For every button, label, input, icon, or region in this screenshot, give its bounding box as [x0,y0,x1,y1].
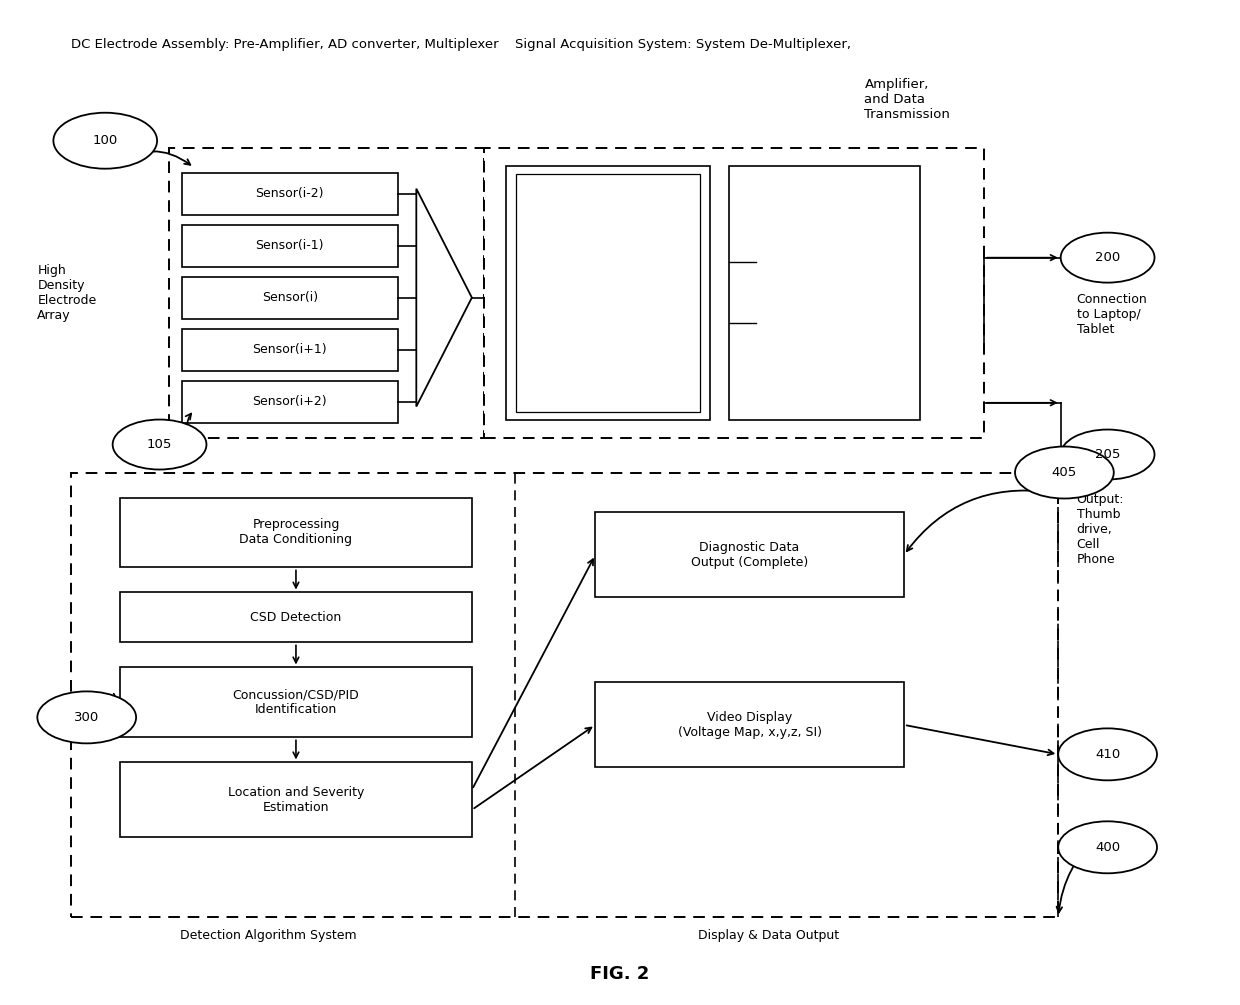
Text: Location and Severity
Estimation: Location and Severity Estimation [228,786,365,814]
Text: Sensor(i-2): Sensor(i-2) [255,187,324,200]
Text: 100: 100 [93,135,118,147]
Text: Signal Acquisition System: System De-Multiplexer,: Signal Acquisition System: System De-Mul… [515,38,851,51]
Text: DC Electrode Assembly: Pre-Amplifier, AD converter, Multiplexer: DC Electrode Assembly: Pre-Amplifier, AD… [71,38,498,51]
Text: Sensor(i+1): Sensor(i+1) [253,343,327,356]
Ellipse shape [53,113,157,169]
Text: 400: 400 [1095,841,1120,854]
Text: CSD Detection: CSD Detection [250,611,341,624]
FancyBboxPatch shape [506,166,711,419]
Text: Video Display
(Voltage Map, x,y,z, SI): Video Display (Voltage Map, x,y,z, SI) [677,711,822,739]
FancyBboxPatch shape [595,682,904,768]
Text: Concussion/CSD/PID
Identification: Concussion/CSD/PID Identification [233,688,360,717]
FancyBboxPatch shape [182,276,398,319]
Text: FIG. 2: FIG. 2 [590,965,650,983]
FancyBboxPatch shape [120,497,472,568]
FancyBboxPatch shape [182,329,398,371]
Text: Diagnostic Data
Output (Complete): Diagnostic Data Output (Complete) [691,541,808,569]
Ellipse shape [1058,729,1157,780]
FancyBboxPatch shape [182,173,398,215]
Text: Output:
Thumb
drive,
Cell
Phone: Output: Thumb drive, Cell Phone [1076,492,1125,566]
FancyBboxPatch shape [170,148,484,437]
Ellipse shape [113,419,207,469]
FancyBboxPatch shape [516,174,701,412]
FancyBboxPatch shape [182,381,398,422]
FancyBboxPatch shape [120,593,472,642]
FancyBboxPatch shape [71,472,1058,918]
Text: Sensor(i-1): Sensor(i-1) [255,239,324,252]
Text: 205: 205 [1095,448,1120,461]
FancyBboxPatch shape [120,667,472,738]
FancyBboxPatch shape [729,166,920,419]
Text: High
Density
Electrode
Array: High Density Electrode Array [37,263,97,322]
Text: Amplifier,
and Data
Transmission: Amplifier, and Data Transmission [864,77,950,121]
Ellipse shape [1060,232,1154,282]
FancyBboxPatch shape [120,763,472,837]
Text: 200: 200 [1095,251,1120,264]
Text: 405: 405 [1052,466,1078,479]
Ellipse shape [37,691,136,744]
FancyBboxPatch shape [484,148,985,437]
Text: Preprocessing
Data Conditioning: Preprocessing Data Conditioning [239,519,352,547]
FancyBboxPatch shape [595,513,904,597]
Text: 105: 105 [146,438,172,451]
Text: Detection Algorithm System: Detection Algorithm System [180,930,356,943]
Ellipse shape [1016,446,1114,498]
Text: Sensor(i): Sensor(i) [262,291,317,305]
Text: 300: 300 [74,711,99,724]
Text: Sensor(i+2): Sensor(i+2) [253,395,327,408]
Text: Display & Data Output: Display & Data Output [698,930,838,943]
Text: Connection
to Laptop/
Tablet: Connection to Laptop/ Tablet [1076,292,1147,336]
Ellipse shape [1058,821,1157,873]
Text: 410: 410 [1095,748,1120,761]
FancyBboxPatch shape [182,225,398,266]
Ellipse shape [1060,429,1154,479]
